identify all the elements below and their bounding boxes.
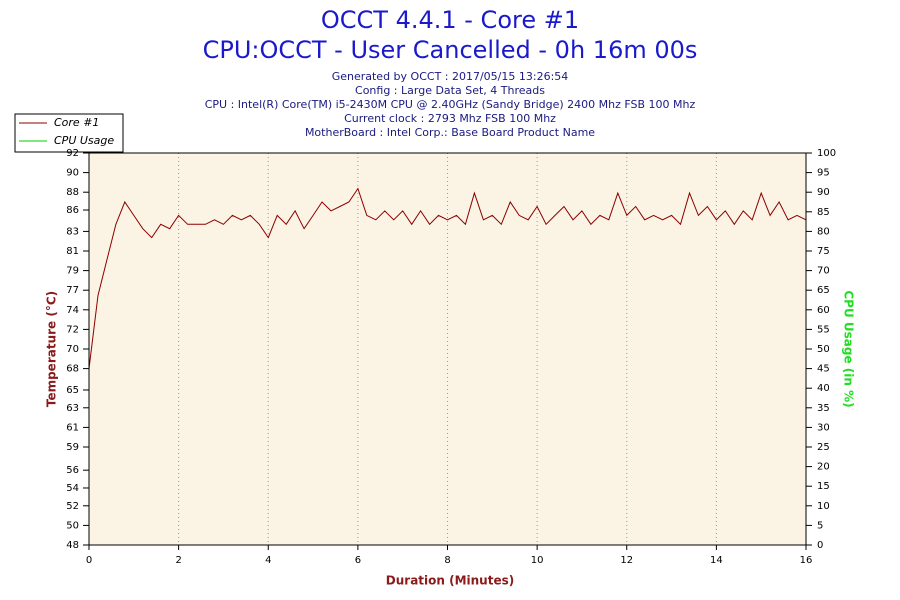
x-tick-label: 12 [620, 555, 633, 566]
y2-tick-label: 20 [817, 462, 830, 473]
y2-tick-label: 40 [817, 383, 830, 394]
y-tick-label: 92 [66, 148, 79, 159]
y-tick-label: 56 [66, 465, 79, 476]
y2-tick-label: 95 [817, 168, 830, 179]
y2-tick-label: 60 [817, 305, 830, 316]
y2-tick-label: 100 [817, 148, 836, 159]
y-tick-label: 81 [66, 246, 79, 257]
y-tick-label: 65 [66, 385, 79, 396]
y2-tick-label: 5 [817, 520, 823, 531]
y2-tick-label: 75 [817, 246, 830, 257]
y2-axis-label: CPU Usage (in %) [842, 290, 856, 407]
y2-tick-label: 85 [817, 207, 830, 218]
chart-title: OCCT 4.4.1 - Core #1 [321, 6, 579, 34]
y-tick-label: 54 [66, 483, 79, 494]
y2-tick-label: 80 [817, 226, 830, 237]
legend-label: CPU Usage [54, 134, 114, 147]
y-tick-label: 72 [66, 324, 79, 335]
y2-tick-label: 90 [817, 187, 830, 198]
y2-tick-label: 45 [817, 364, 830, 375]
y-tick-label: 70 [66, 344, 79, 355]
x-tick-label: 16 [800, 555, 813, 566]
y-tick-label: 59 [66, 442, 79, 453]
y-tick-label: 52 [66, 501, 79, 512]
chart-subtitle: CPU:OCCT - User Cancelled - 0h 16m 00s [203, 36, 698, 64]
y2-tick-label: 10 [817, 501, 830, 512]
y-tick-label: 63 [66, 403, 79, 414]
y-tick-label: 77 [66, 285, 79, 296]
x-tick-label: 2 [175, 555, 181, 566]
x-tick-label: 6 [355, 555, 361, 566]
y2-tick-label: 65 [817, 285, 830, 296]
y-tick-label: 48 [66, 540, 79, 551]
y2-tick-label: 25 [817, 442, 830, 453]
info-line: Generated by OCCT : 2017/05/15 13:26:54 [332, 70, 569, 83]
x-axis-label: Duration (Minutes) [386, 574, 514, 588]
x-tick-label: 4 [265, 555, 271, 566]
y-tick-label: 83 [66, 226, 79, 237]
y2-tick-label: 30 [817, 422, 830, 433]
y2-tick-label: 70 [817, 266, 830, 277]
x-tick-label: 10 [531, 555, 544, 566]
y2-tick-label: 35 [817, 403, 830, 414]
x-tick-label: 0 [86, 555, 92, 566]
info-line: MotherBoard : Intel Corp.: Base Board Pr… [305, 126, 595, 139]
y-tick-label: 50 [66, 520, 79, 531]
info-line: CPU : Intel(R) Core(TM) i5-2430M CPU @ 2… [205, 98, 696, 111]
series-line [88, 187, 807, 369]
y2-tick-label: 55 [817, 324, 830, 335]
y-tick-label: 74 [66, 305, 79, 316]
y-tick-label: 90 [66, 168, 79, 179]
y-axis-label: Temperature (°C) [45, 291, 59, 407]
y-tick-label: 79 [66, 266, 79, 277]
info-line: Config : Large Data Set, 4 Threads [355, 84, 545, 97]
y-tick-label: 61 [66, 422, 79, 433]
info-line: Current clock : 2793 Mhz FSB 100 Mhz [344, 112, 556, 125]
y2-tick-label: 15 [817, 481, 830, 492]
y-tick-label: 86 [66, 205, 79, 216]
y2-tick-label: 50 [817, 344, 830, 355]
x-tick-label: 14 [710, 555, 723, 566]
y-tick-label: 88 [66, 187, 79, 198]
y2-tick-label: 0 [817, 540, 823, 551]
legend-label: Core #1 [54, 116, 99, 129]
legend-box [14, 113, 124, 153]
x-tick-label: 8 [444, 555, 450, 566]
y-tick-label: 68 [66, 364, 79, 375]
